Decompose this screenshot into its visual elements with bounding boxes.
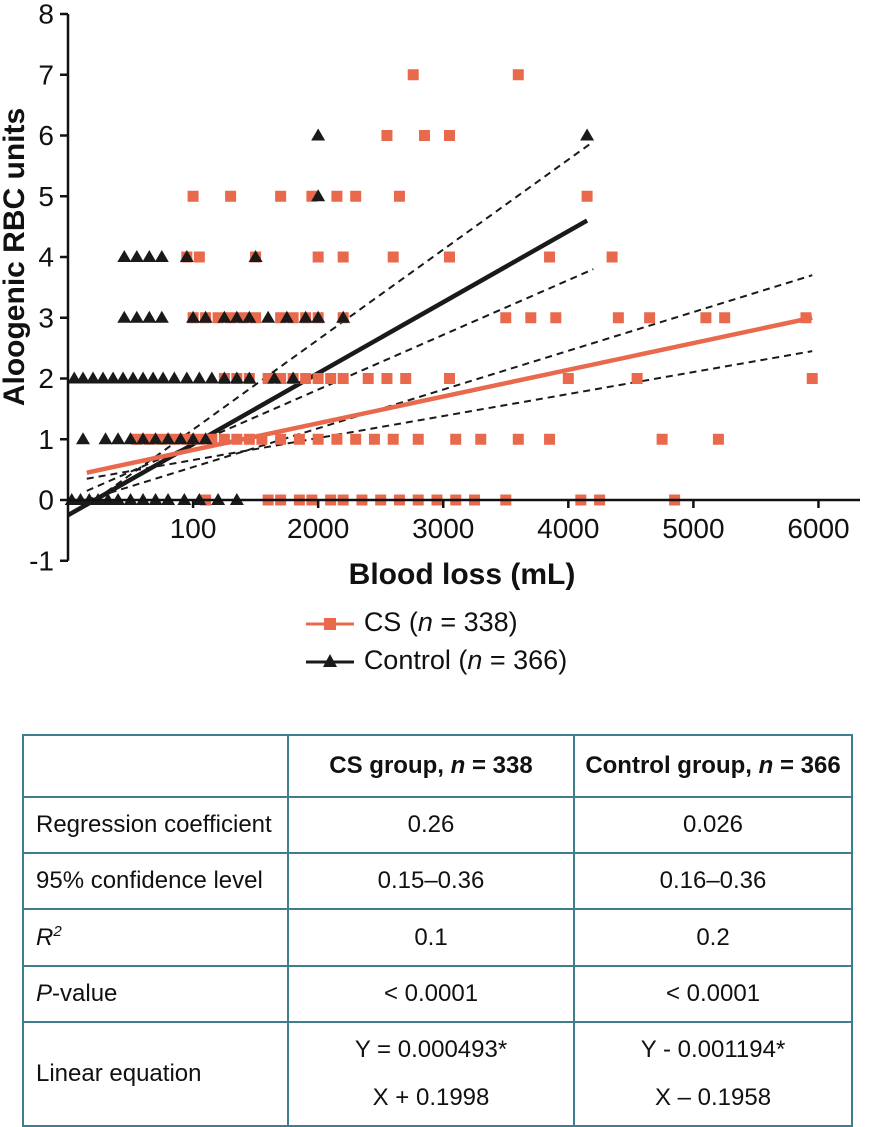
table-row-p-value: P-value < 0.0001 < 0.0001 — [22, 965, 853, 1023]
control-value-cell: < 0.0001 — [573, 965, 853, 1023]
control-triangle-marker-icon — [305, 651, 354, 671]
figure: 8 7 6 5 4 3 2 1 0 -1 100 2000 3000 4000 5000 6000 Blood … — [0, 0, 860, 676]
svg-text:6000: 6000 — [787, 513, 849, 544]
table-row-confidence-level: 95% confidence level 0.15–0.36 0.16–0.36 — [22, 852, 853, 910]
row-label: Regression coefficient — [22, 796, 289, 854]
legend-item-cs: CS (n = 338) — [305, 607, 518, 638]
svg-text:6: 6 — [38, 120, 54, 151]
header-empty-cell — [22, 734, 289, 798]
svg-text:3000: 3000 — [412, 513, 474, 544]
svg-text:1: 1 — [38, 424, 54, 455]
svg-text:4: 4 — [38, 242, 54, 273]
svg-text:7: 7 — [38, 59, 54, 90]
cs-value-cell: Y = 0.000493* X + 0.1998 — [287, 1021, 575, 1127]
svg-text:100: 100 — [170, 513, 217, 544]
svg-text:8: 8 — [38, 0, 54, 30]
legend-label-cs: CS (n = 338) — [363, 607, 518, 637]
header-control-group: Control group, n = 366 — [573, 734, 853, 798]
svg-text:Aloogenic RBC units: Aloogenic RBC units — [0, 108, 31, 406]
svg-text:2000: 2000 — [287, 513, 349, 544]
table-row-regression-coefficient: Regression coefficient 0.26 0.026 — [22, 796, 853, 854]
stats-table: CS group, n = 338 Control group, n = 366… — [22, 734, 853, 1127]
control-value-cell: 0.2 — [573, 908, 853, 967]
control-value-cell: 0.026 — [573, 796, 853, 854]
svg-text:5: 5 — [38, 181, 54, 212]
cs-value-cell: 0.1 — [287, 908, 575, 967]
cs-value-cell: 0.26 — [287, 796, 575, 854]
svg-text:0: 0 — [38, 485, 54, 516]
cs-square-marker-icon — [305, 613, 354, 633]
control-value-cell: 0.16–0.36 — [573, 852, 853, 910]
scatter-plot: 8 7 6 5 4 3 2 1 0 -1 100 2000 3000 4000 5000 6000 Blood … — [0, 0, 860, 591]
svg-text:Blood loss (mL): Blood loss (mL) — [349, 558, 576, 591]
cs-value-cell: < 0.0001 — [287, 965, 575, 1023]
chart-legend: CS (n = 338) Control (n = 366) — [305, 607, 568, 676]
svg-text:5000: 5000 — [662, 513, 724, 544]
legend-label-control: Control (n = 366) — [363, 645, 568, 675]
table-row-linear-equation: Linear equation Y = 0.000493* X + 0.1998… — [22, 1021, 853, 1127]
control-value-cell: Y - 0.001194* X – 0.1958 — [573, 1021, 853, 1127]
svg-text:4000: 4000 — [537, 513, 599, 544]
legend-item-control: Control (n = 366) — [305, 645, 568, 676]
table-row-r-squared: R2 0.1 0.2 — [22, 908, 853, 967]
svg-text:-1: -1 — [29, 545, 54, 576]
svg-text:3: 3 — [38, 302, 54, 333]
header-cs-group: CS group, n = 338 — [287, 734, 575, 798]
svg-text:2: 2 — [38, 363, 54, 394]
row-label: P-value — [22, 965, 289, 1023]
table-header-row: CS group, n = 338 Control group, n = 366 — [22, 734, 853, 798]
row-label: Linear equation — [22, 1021, 289, 1127]
row-label: R2 — [22, 908, 289, 967]
cs-value-cell: 0.15–0.36 — [287, 852, 575, 910]
row-label: 95% confidence level — [22, 852, 289, 910]
